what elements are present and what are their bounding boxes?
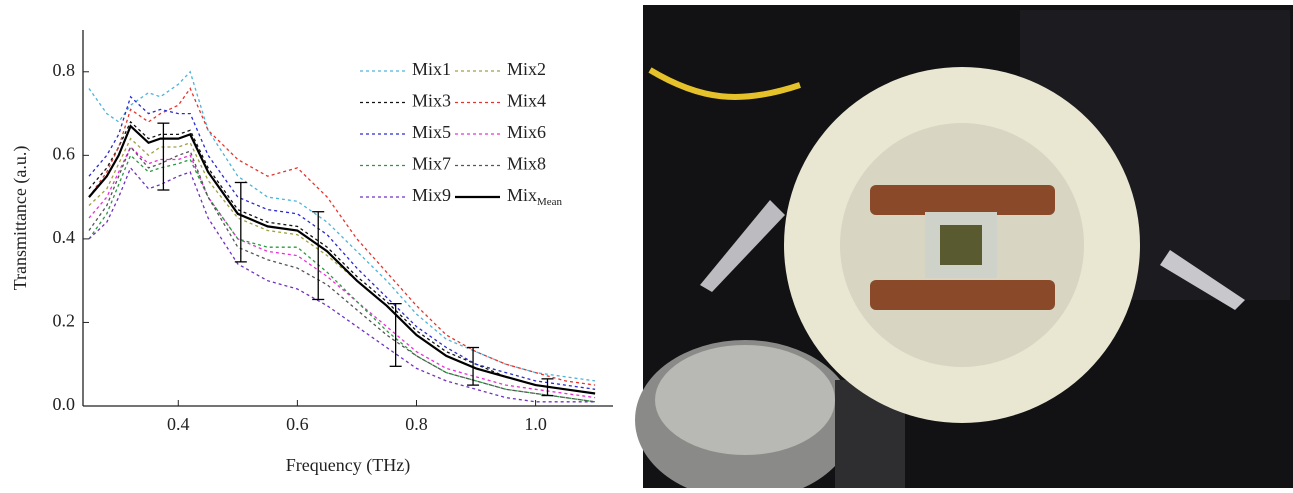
legend-text: Mix1 xyxy=(412,59,451,79)
legend-text: Mix6 xyxy=(507,122,546,142)
legend-label: Mix6 xyxy=(507,122,546,142)
legend-text: Mix3 xyxy=(412,91,451,111)
photo-coil xyxy=(870,280,1055,310)
y-axis-label: Transmittance (a.u.) xyxy=(10,146,31,291)
x-axis-label: Frequency (THz) xyxy=(286,455,410,476)
error-bar xyxy=(312,211,325,301)
legend-label: Mix5 xyxy=(412,122,451,142)
x-tick-label: 1.0 xyxy=(524,414,547,434)
photo-clamp xyxy=(700,200,785,292)
legend-text: Mix2 xyxy=(507,59,546,79)
photo-sample xyxy=(940,225,982,265)
legend-text: Mix5 xyxy=(412,122,451,142)
legend-text: Mix4 xyxy=(507,91,546,111)
x-tick-label: 0.4 xyxy=(167,414,190,434)
photo-lens-rim xyxy=(655,345,835,455)
y-tick-label: 0.2 xyxy=(53,311,76,331)
series-line xyxy=(88,124,596,395)
legend-label: MixMean xyxy=(507,185,563,207)
series-line xyxy=(88,95,596,390)
error-bar xyxy=(467,346,480,386)
legend-label: Mix8 xyxy=(507,154,546,174)
error-bar xyxy=(234,181,247,263)
legend-label: Mix7 xyxy=(412,154,451,174)
y-tick-label: 0.4 xyxy=(53,227,76,247)
legend-label: Mix9 xyxy=(412,185,451,205)
photo xyxy=(635,5,1293,493)
x-tick-label: 0.8 xyxy=(405,414,428,434)
legend-text: Mix9 xyxy=(412,185,451,205)
x-tick-label: 0.6 xyxy=(286,414,309,434)
series-line xyxy=(88,87,596,386)
legend-label: Mix1 xyxy=(412,59,451,79)
series-line xyxy=(88,145,596,403)
legend-subscript: Mean xyxy=(537,196,563,208)
error-bar xyxy=(541,378,554,397)
photo-coil xyxy=(870,185,1055,215)
y-tick-label: 0.0 xyxy=(53,394,76,414)
legend-label: Mix4 xyxy=(507,91,546,111)
photo-wire xyxy=(648,67,801,100)
series-line xyxy=(88,70,596,382)
photo-clamp xyxy=(1160,250,1245,310)
legend-text: Mix7 xyxy=(412,154,451,174)
legend-text: Mix xyxy=(507,185,537,205)
y-tick-label: 0.8 xyxy=(53,60,76,80)
error-bar xyxy=(157,122,170,191)
y-tick-label: 0.6 xyxy=(53,143,76,163)
series-line xyxy=(88,166,596,403)
legend-text: Mix8 xyxy=(507,154,546,174)
series-line xyxy=(88,154,596,403)
series-line xyxy=(88,120,596,395)
legend-label: Mix3 xyxy=(412,91,451,111)
series-line xyxy=(88,145,596,399)
error-bar xyxy=(389,302,402,367)
legend-label: Mix2 xyxy=(507,59,546,79)
